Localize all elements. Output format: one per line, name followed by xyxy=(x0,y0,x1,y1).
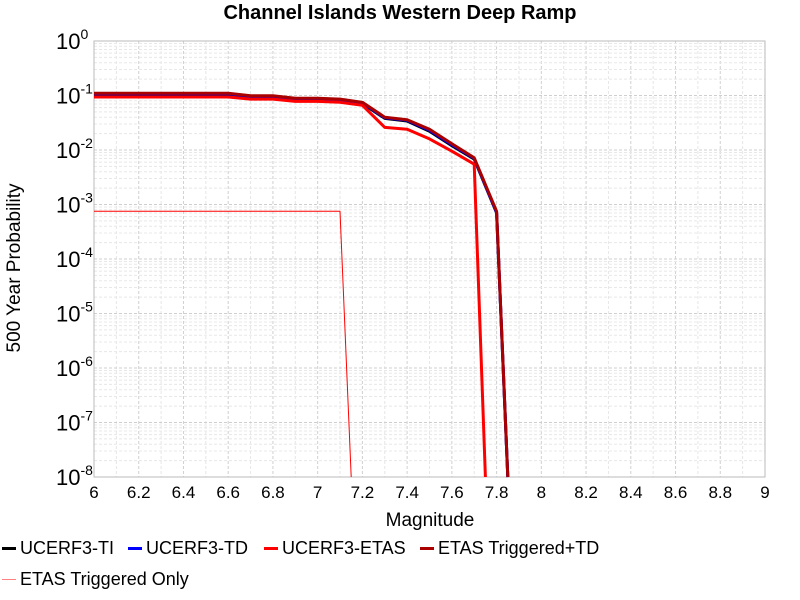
legend-swatch xyxy=(264,547,278,550)
x-tick-label: 6.6 xyxy=(216,483,240,502)
y-tick-label: 100 xyxy=(56,26,88,54)
x-tick-label: 7.4 xyxy=(395,483,419,502)
x-tick-label: 7.2 xyxy=(351,483,375,502)
x-tick-label: 9 xyxy=(760,483,769,502)
x-tick-label: 6 xyxy=(89,483,98,502)
legend-label: ETAS Triggered Only xyxy=(20,569,189,589)
legend-swatch xyxy=(2,579,16,580)
y-tick-label: 10-7 xyxy=(56,408,93,436)
x-tick-label: 7 xyxy=(313,483,322,502)
y-tick-label: 10-4 xyxy=(56,244,93,272)
x-tick-label: 6.8 xyxy=(261,483,285,502)
grid xyxy=(93,41,766,478)
chart-title: Channel Islands Western Deep Ramp xyxy=(223,2,576,24)
y-tick-label: 10-3 xyxy=(56,190,93,218)
legend-label: UCERF3-ETAS xyxy=(282,538,406,558)
legend-swatch xyxy=(128,547,142,550)
series-line-1 xyxy=(94,92,510,478)
x-tick-label: 8.2 xyxy=(574,483,598,502)
x-tick-label: 8 xyxy=(537,483,546,502)
plot-area-border xyxy=(93,40,766,478)
legend-item: ETAS Triggered Only xyxy=(2,569,189,590)
x-tick-label: 7.6 xyxy=(440,483,464,502)
legend-label: UCERF3-TD xyxy=(146,538,248,558)
series-line-3 xyxy=(94,91,510,478)
y-tick-label: 10-5 xyxy=(56,299,93,327)
legend-swatch xyxy=(2,547,16,550)
series-layer xyxy=(94,91,510,478)
x-tick-label: 8.4 xyxy=(619,483,643,502)
y-axis-label: 500 Year Probability xyxy=(4,183,25,353)
series-line-4 xyxy=(94,210,352,478)
chart: Channel Islands Western Deep Ramp 6 6.2 6.… xyxy=(4,2,770,531)
x-tick-label: 8.6 xyxy=(664,483,688,502)
x-axis-label: Magnitude xyxy=(386,510,475,531)
legend-item: UCERF3-TD xyxy=(128,538,248,559)
legend-label: ETAS Triggered+TD xyxy=(438,538,600,558)
x-tick-label: 7.8 xyxy=(485,483,509,502)
legend: UCERF3-TI UCERF3-TD UCERF3-ETAS ETAS Trigge… xyxy=(0,538,800,600)
x-axis-ticks: 6 6.2 6.4 6.6 6.8 7 7.2 7.4 7.6 7.8 8 8.2 8.4 8.6 8.8 9 xyxy=(89,483,769,502)
y-tick-label: 10-6 xyxy=(56,353,93,381)
x-tick-label: 8.8 xyxy=(708,483,732,502)
y-tick-label: 10-1 xyxy=(56,81,93,109)
x-tick-label: 6.2 xyxy=(127,483,151,502)
x-tick-label: 6.4 xyxy=(172,483,196,502)
legend-label: UCERF3-TI xyxy=(20,538,114,558)
y-tick-label: 10-8 xyxy=(56,462,93,490)
legend-item: ETAS Triggered+TD xyxy=(420,538,599,559)
legend-item: UCERF3-TI xyxy=(2,538,114,559)
y-axis-ticks: 100 10-1 10-2 10-3 10-4 10-5 10-6 10-7 10-8 xyxy=(56,26,93,490)
y-tick-label: 10-2 xyxy=(56,135,93,163)
legend-item: UCERF3-ETAS xyxy=(264,538,406,559)
legend-swatch xyxy=(420,547,434,550)
series-line-2 xyxy=(94,95,487,478)
